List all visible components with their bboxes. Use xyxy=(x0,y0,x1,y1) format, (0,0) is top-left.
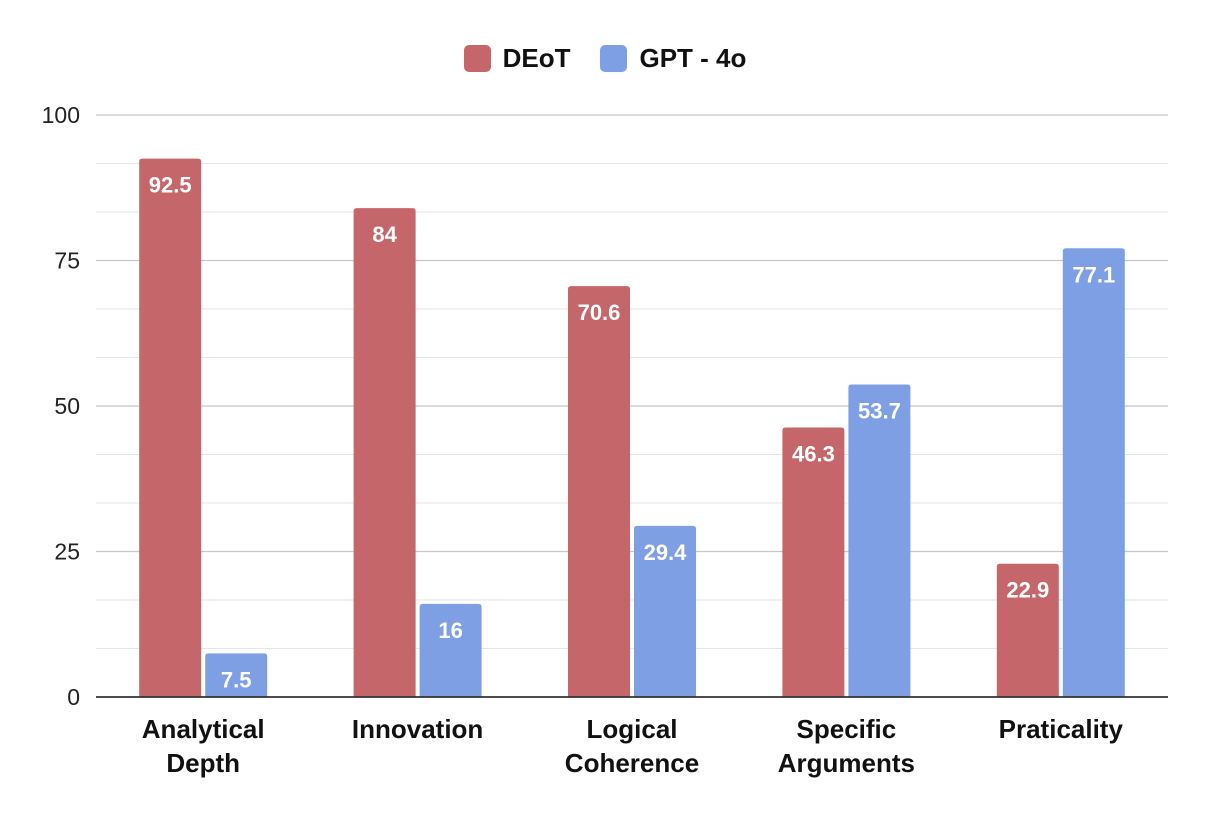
legend-item-deot: DEoT xyxy=(463,42,571,74)
data-label: 53.7 xyxy=(858,398,901,423)
bar-deot xyxy=(568,286,630,697)
y-tick-label: 25 xyxy=(54,539,80,565)
bar-gpt4o xyxy=(205,653,268,697)
bar-deot xyxy=(353,208,416,697)
y-tick-label: 75 xyxy=(54,248,80,274)
x-tick-label-line: Praticality xyxy=(999,714,1124,744)
bar-deot xyxy=(996,563,1059,697)
bar-gpt4o xyxy=(848,384,911,697)
x-tick-label-line: Arguments xyxy=(778,748,915,778)
y-tick-label: 0 xyxy=(67,684,80,710)
data-label: 46.3 xyxy=(792,442,835,467)
data-label: 29.4 xyxy=(644,540,688,565)
y-tick-label: 100 xyxy=(42,102,80,128)
data-label: 77.1 xyxy=(1072,262,1115,287)
x-tick-label-line: Specific xyxy=(797,714,897,744)
bar-gpt4o xyxy=(419,603,482,697)
y-tick-label: 50 xyxy=(54,393,80,419)
x-tick-label: Logical Coherence xyxy=(565,714,699,778)
legend-item-gpt4o: GPT - 4o xyxy=(600,43,746,74)
data-label: 7.5 xyxy=(221,667,252,692)
legend: DEoT GPT - 4o xyxy=(0,40,1210,76)
x-tick-label-line: Logical xyxy=(586,714,677,744)
legend-label-deot: DEoT xyxy=(502,42,571,73)
bar-deot xyxy=(139,158,202,697)
x-tick-label-line: Coherence xyxy=(565,748,699,778)
data-label: 22.9 xyxy=(1006,578,1049,603)
legend-swatch-deot xyxy=(463,44,491,72)
data-label: 70.6 xyxy=(578,300,621,325)
x-tick-label-line: Depth xyxy=(166,748,240,778)
data-label: 84 xyxy=(372,222,397,247)
bar-gpt4o xyxy=(1062,248,1125,697)
x-tick-label: Specific Arguments xyxy=(778,714,915,778)
x-tick-label: Praticality xyxy=(999,714,1124,744)
bar-gpt4o xyxy=(634,525,696,697)
x-tick-label: Innovation xyxy=(352,714,483,744)
data-label: 92.5 xyxy=(149,173,192,198)
legend-swatch-gpt4o xyxy=(600,44,628,72)
data-label: 16 xyxy=(438,618,462,643)
x-tick-label-line: Analytical xyxy=(142,714,265,744)
x-tick-label: Analytical Depth xyxy=(142,714,265,778)
legend-label-gpt4o: GPT - 4o xyxy=(639,42,747,73)
bar-deot xyxy=(782,427,845,697)
x-tick-label-line: Innovation xyxy=(352,714,483,744)
